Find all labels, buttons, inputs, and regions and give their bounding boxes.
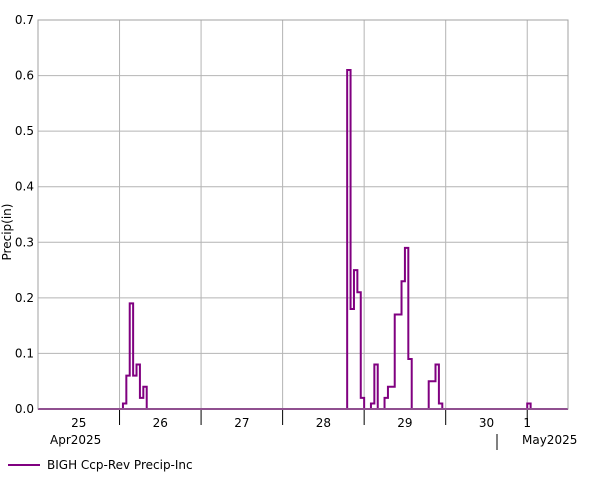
- y-tick-label: 0.5: [15, 124, 34, 138]
- x-tick-label: 29: [397, 416, 412, 430]
- x-tick-label: 30: [479, 416, 494, 430]
- y-tick-label: 0.6: [15, 69, 34, 83]
- y-tick-label: 0.3: [15, 235, 34, 249]
- y-tick-label: 0.7: [15, 13, 34, 27]
- y-tick-label: 0.1: [15, 346, 34, 360]
- x-tick-label: 27: [234, 416, 249, 430]
- x-axis: 25 26 27 28 29 30 1 Apr2025 May2025: [50, 409, 577, 450]
- plot-border: [37, 19, 569, 410]
- y-tick-label: 0.0: [15, 402, 34, 416]
- y-tick-label: 0.4: [15, 180, 34, 194]
- legend: BIGH Ccp-Rev Precip-Inc: [8, 458, 193, 472]
- plot-area: [38, 20, 568, 409]
- x-tick-label: 28: [316, 416, 331, 430]
- y-axis: 0.0 0.1 0.2 0.3 0.4 0.5 0.6 0.7: [15, 13, 34, 416]
- x-tick-label: 26: [153, 416, 168, 430]
- y-axis-label: Precip(in): [0, 204, 14, 261]
- y-tick-label: 0.2: [15, 291, 34, 305]
- legend-label: BIGH Ccp-Rev Precip-Inc: [47, 458, 193, 472]
- x-tick-label: 1: [523, 416, 531, 430]
- x-month-label: May2025: [522, 433, 577, 447]
- grid-lines: [38, 20, 568, 409]
- x-month-label: Apr2025: [50, 433, 101, 447]
- x-tick-label: 25: [71, 416, 86, 430]
